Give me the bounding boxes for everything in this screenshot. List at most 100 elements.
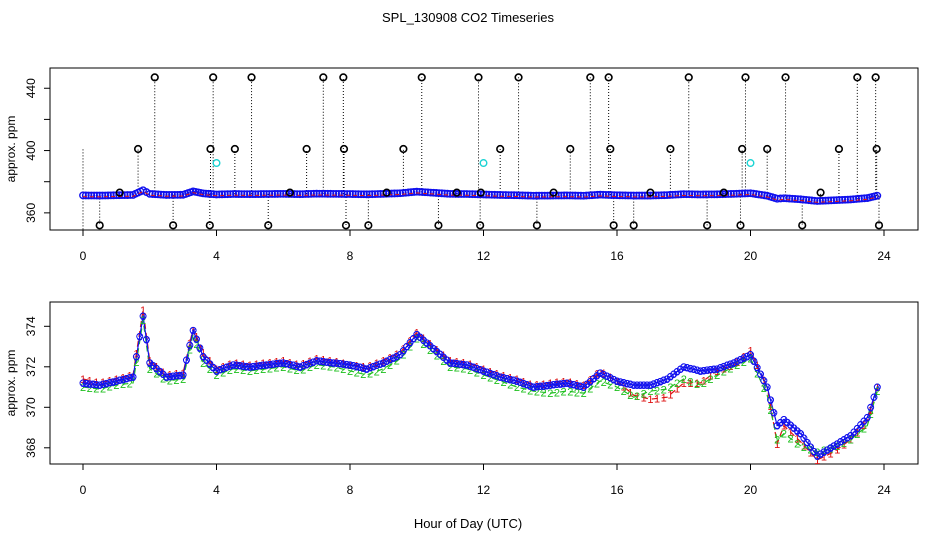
series-marker: 1 <box>407 335 413 347</box>
mean-point <box>504 191 513 200</box>
series-point <box>490 370 498 378</box>
spike-point <box>339 144 349 154</box>
mean-point <box>199 189 208 198</box>
series-point <box>867 403 875 411</box>
series-marker: 3 <box>427 341 433 353</box>
mean-point <box>518 191 527 200</box>
series-marker: 1 <box>874 382 880 394</box>
spike-point <box>853 73 862 82</box>
mean-point <box>259 190 268 198</box>
series-point <box>473 364 481 372</box>
spike-point <box>339 73 348 82</box>
spike-point <box>364 221 373 230</box>
series-marker: 3 <box>871 392 877 404</box>
series-marker: 2 <box>547 388 553 400</box>
series-marker: 3 <box>430 344 436 356</box>
mean-point <box>627 191 635 200</box>
series-point <box>613 377 621 385</box>
series-marker: 3 <box>761 376 767 388</box>
mean-point <box>485 190 493 199</box>
series-marker: 1 <box>133 348 139 360</box>
spike-point <box>703 221 712 230</box>
series-marker: 2 <box>327 361 333 373</box>
mean-point <box>512 191 521 200</box>
series-point <box>266 360 274 368</box>
mean-point <box>632 191 641 200</box>
series-point <box>343 360 351 368</box>
series-marker: 1 <box>400 344 406 356</box>
series-point <box>560 379 568 387</box>
x-tick-label: 8 <box>347 483 354 497</box>
mean-point <box>540 191 549 200</box>
series-point <box>279 359 287 367</box>
mean-point <box>724 190 733 198</box>
series-marker: 2 <box>534 387 540 399</box>
mean-point <box>282 190 290 198</box>
series-point <box>513 377 521 385</box>
series-marker: 2 <box>747 354 753 366</box>
spike-point <box>816 188 825 197</box>
series-point <box>449 359 457 367</box>
mean-point <box>749 189 758 198</box>
series-point <box>213 367 220 375</box>
spike-point <box>302 144 311 154</box>
mean-point <box>104 191 112 200</box>
mean-point <box>635 191 644 200</box>
series-marker: 3 <box>187 340 193 352</box>
red-trace <box>82 190 878 203</box>
series-marker: 2 <box>574 387 580 399</box>
series-point <box>536 382 544 390</box>
mean-point <box>873 191 882 200</box>
series-marker: 2 <box>394 356 400 368</box>
series-point <box>226 362 234 370</box>
series-marker: 3 <box>183 355 189 367</box>
series-point <box>633 381 641 389</box>
series-marker: 2 <box>634 391 640 403</box>
mean-point <box>460 190 468 198</box>
mean-point <box>268 190 277 198</box>
mean-point <box>329 189 338 198</box>
mean-point <box>501 191 510 199</box>
series-point <box>243 362 251 370</box>
mean-point <box>106 191 115 200</box>
series-marker: 1 <box>153 361 159 373</box>
series-point <box>516 378 524 386</box>
series-point <box>389 354 397 362</box>
series-marker: 1 <box>701 376 707 388</box>
chart-title: SPL_130908 CO2 Timeseries <box>382 10 554 25</box>
mean-point <box>309 189 318 198</box>
series-marker: 1 <box>634 391 640 403</box>
series-marker: 2 <box>507 380 513 392</box>
series-point <box>476 366 484 374</box>
mean-point <box>273 190 282 198</box>
mean-point <box>824 196 833 205</box>
mean-point <box>693 190 702 199</box>
mean-point <box>410 188 418 196</box>
series-marker: 3 <box>404 342 410 354</box>
series-marker: 1 <box>87 376 93 388</box>
series-point <box>299 362 307 370</box>
mean-point <box>682 190 691 199</box>
spike-point <box>798 221 807 230</box>
mean-point <box>315 189 324 198</box>
mean-point <box>618 191 627 200</box>
series-point <box>703 366 711 374</box>
series-marker: 3 <box>200 352 206 364</box>
mean-point <box>93 191 101 200</box>
series-point <box>526 382 534 390</box>
series-point <box>253 362 261 370</box>
series-marker: 1 <box>414 327 420 339</box>
series-marker: 3 <box>697 366 703 378</box>
series-point <box>273 360 281 368</box>
series-point <box>767 396 775 404</box>
mean-point <box>838 195 847 204</box>
series-point <box>286 360 294 368</box>
mean-point <box>390 189 399 198</box>
series-marker: 3 <box>213 366 219 378</box>
mean-point <box>276 189 285 198</box>
series-marker: 1 <box>834 444 840 456</box>
series-marker: 2 <box>761 383 767 395</box>
spike-point <box>606 144 615 154</box>
mean-point <box>98 191 107 200</box>
series-point <box>873 383 881 391</box>
